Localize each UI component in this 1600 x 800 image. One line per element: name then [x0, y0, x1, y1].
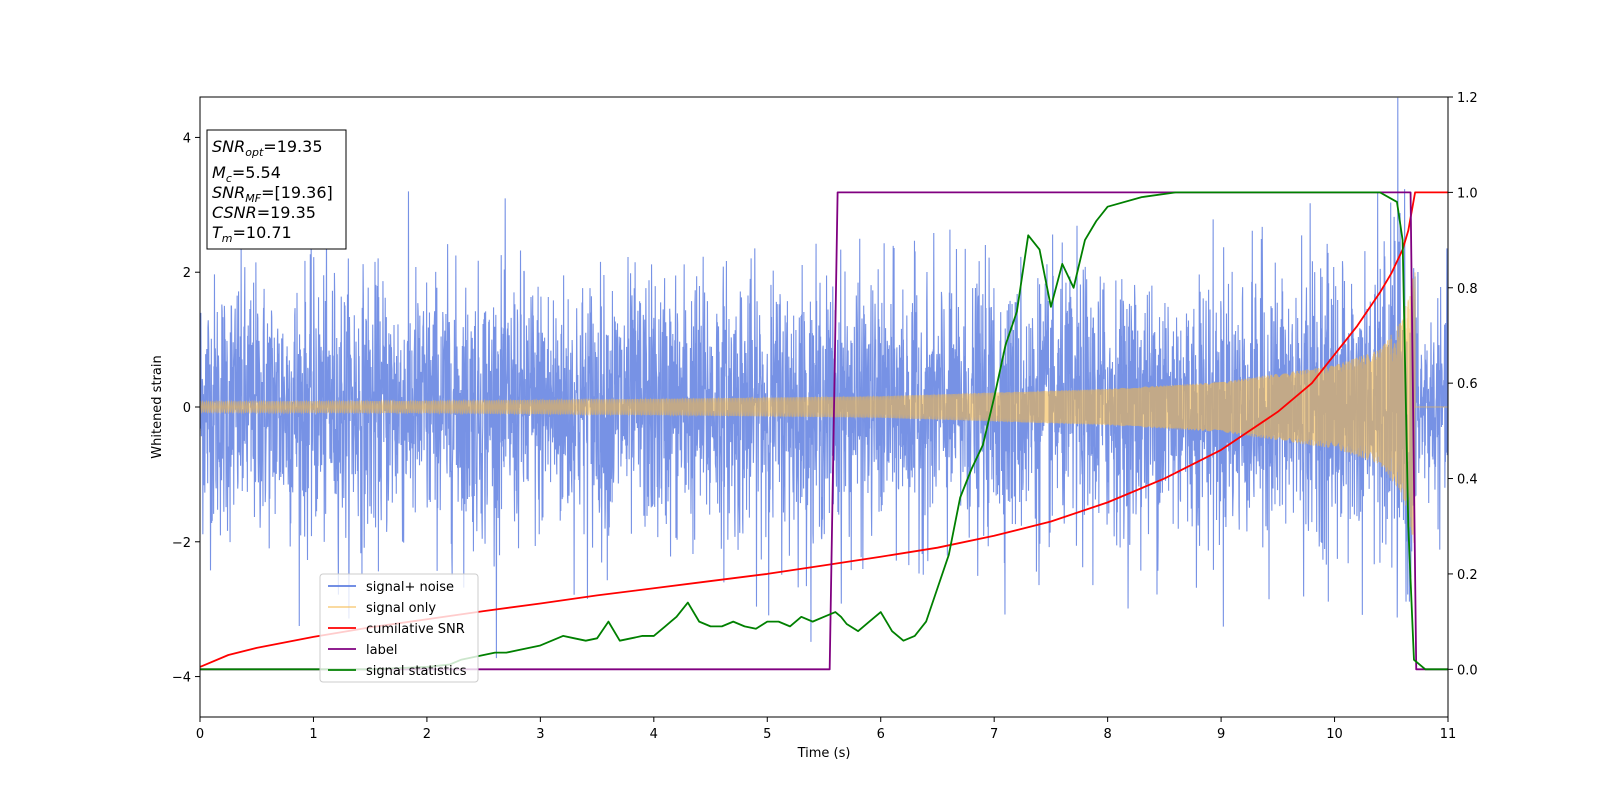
legend-label: signal only	[366, 601, 436, 616]
left-y-tick-label: 0	[183, 401, 191, 416]
y-axis-label: Whitened strain	[150, 355, 165, 458]
right-y-tick-label: 1.0	[1457, 186, 1478, 201]
x-tick-label: 4	[650, 727, 658, 742]
x-tick-label: 3	[536, 727, 544, 742]
left-y-tick-label: −4	[172, 671, 191, 686]
annotation-csnr: CSNR=19.35	[212, 203, 316, 222]
right-y-tick-label: 1.2	[1457, 91, 1478, 106]
right-y-tick-label: 0.8	[1457, 282, 1478, 297]
legend-label: signal statistics	[366, 664, 467, 679]
series-label-line	[200, 191, 1448, 671]
series-signal-only-line	[200, 272, 1448, 547]
right-y-tick-label: 0.2	[1457, 568, 1478, 583]
annotation-snr-mf: SNRMF=[19.36]	[212, 183, 333, 205]
annotation-mc: Mc=5.54	[212, 163, 281, 185]
x-tick-label: 0	[196, 727, 204, 742]
x-tick-label: 5	[763, 727, 771, 742]
x-tick-label: 9	[1217, 727, 1225, 742]
right-y-tick-label: 0.0	[1457, 663, 1478, 678]
x-tick-label: 10	[1326, 727, 1343, 742]
left-y-axis: −4 −2 0 2 4	[172, 131, 200, 686]
right-y-tick-label: 0.6	[1457, 377, 1478, 392]
legend-label: label	[366, 643, 397, 658]
left-y-tick-label: −2	[172, 536, 191, 551]
x-tick-label: 7	[990, 727, 998, 742]
right-y-axis: 0.0 0.2 0.4 0.6 0.8 1.0 1.2	[1448, 91, 1478, 678]
left-y-tick-label: 4	[183, 131, 191, 146]
legend: signal+ noise signal only cumilative SNR la…	[319, 573, 479, 683]
legend-label: signal+ noise	[366, 580, 454, 595]
x-tick-label: 8	[1103, 727, 1111, 742]
x-tick-label: 2	[423, 727, 431, 742]
x-tick-label: 11	[1440, 727, 1457, 742]
x-tick-label: 6	[877, 727, 885, 742]
right-y-tick-label: 0.4	[1457, 473, 1478, 488]
annotation-tm: Tm=10.71	[212, 223, 292, 245]
x-tick-label: 1	[309, 727, 317, 742]
x-axis: 0 1 2 3 4 5 6 7 8 9 10 11	[196, 717, 1456, 742]
annotation-box: SNRopt=19.35 Mc=5.54 SNRMF=[19.36] CSNR=…	[206, 129, 347, 250]
annotation-snr-opt: SNRopt=19.35	[212, 137, 323, 159]
legend-frame	[319, 573, 479, 683]
x-axis-label: Time (s)	[797, 746, 851, 761]
legend-label: cumilative SNR	[366, 622, 465, 637]
left-y-tick-label: 2	[183, 266, 191, 281]
series-signal-statistics-line	[200, 191, 1448, 671]
